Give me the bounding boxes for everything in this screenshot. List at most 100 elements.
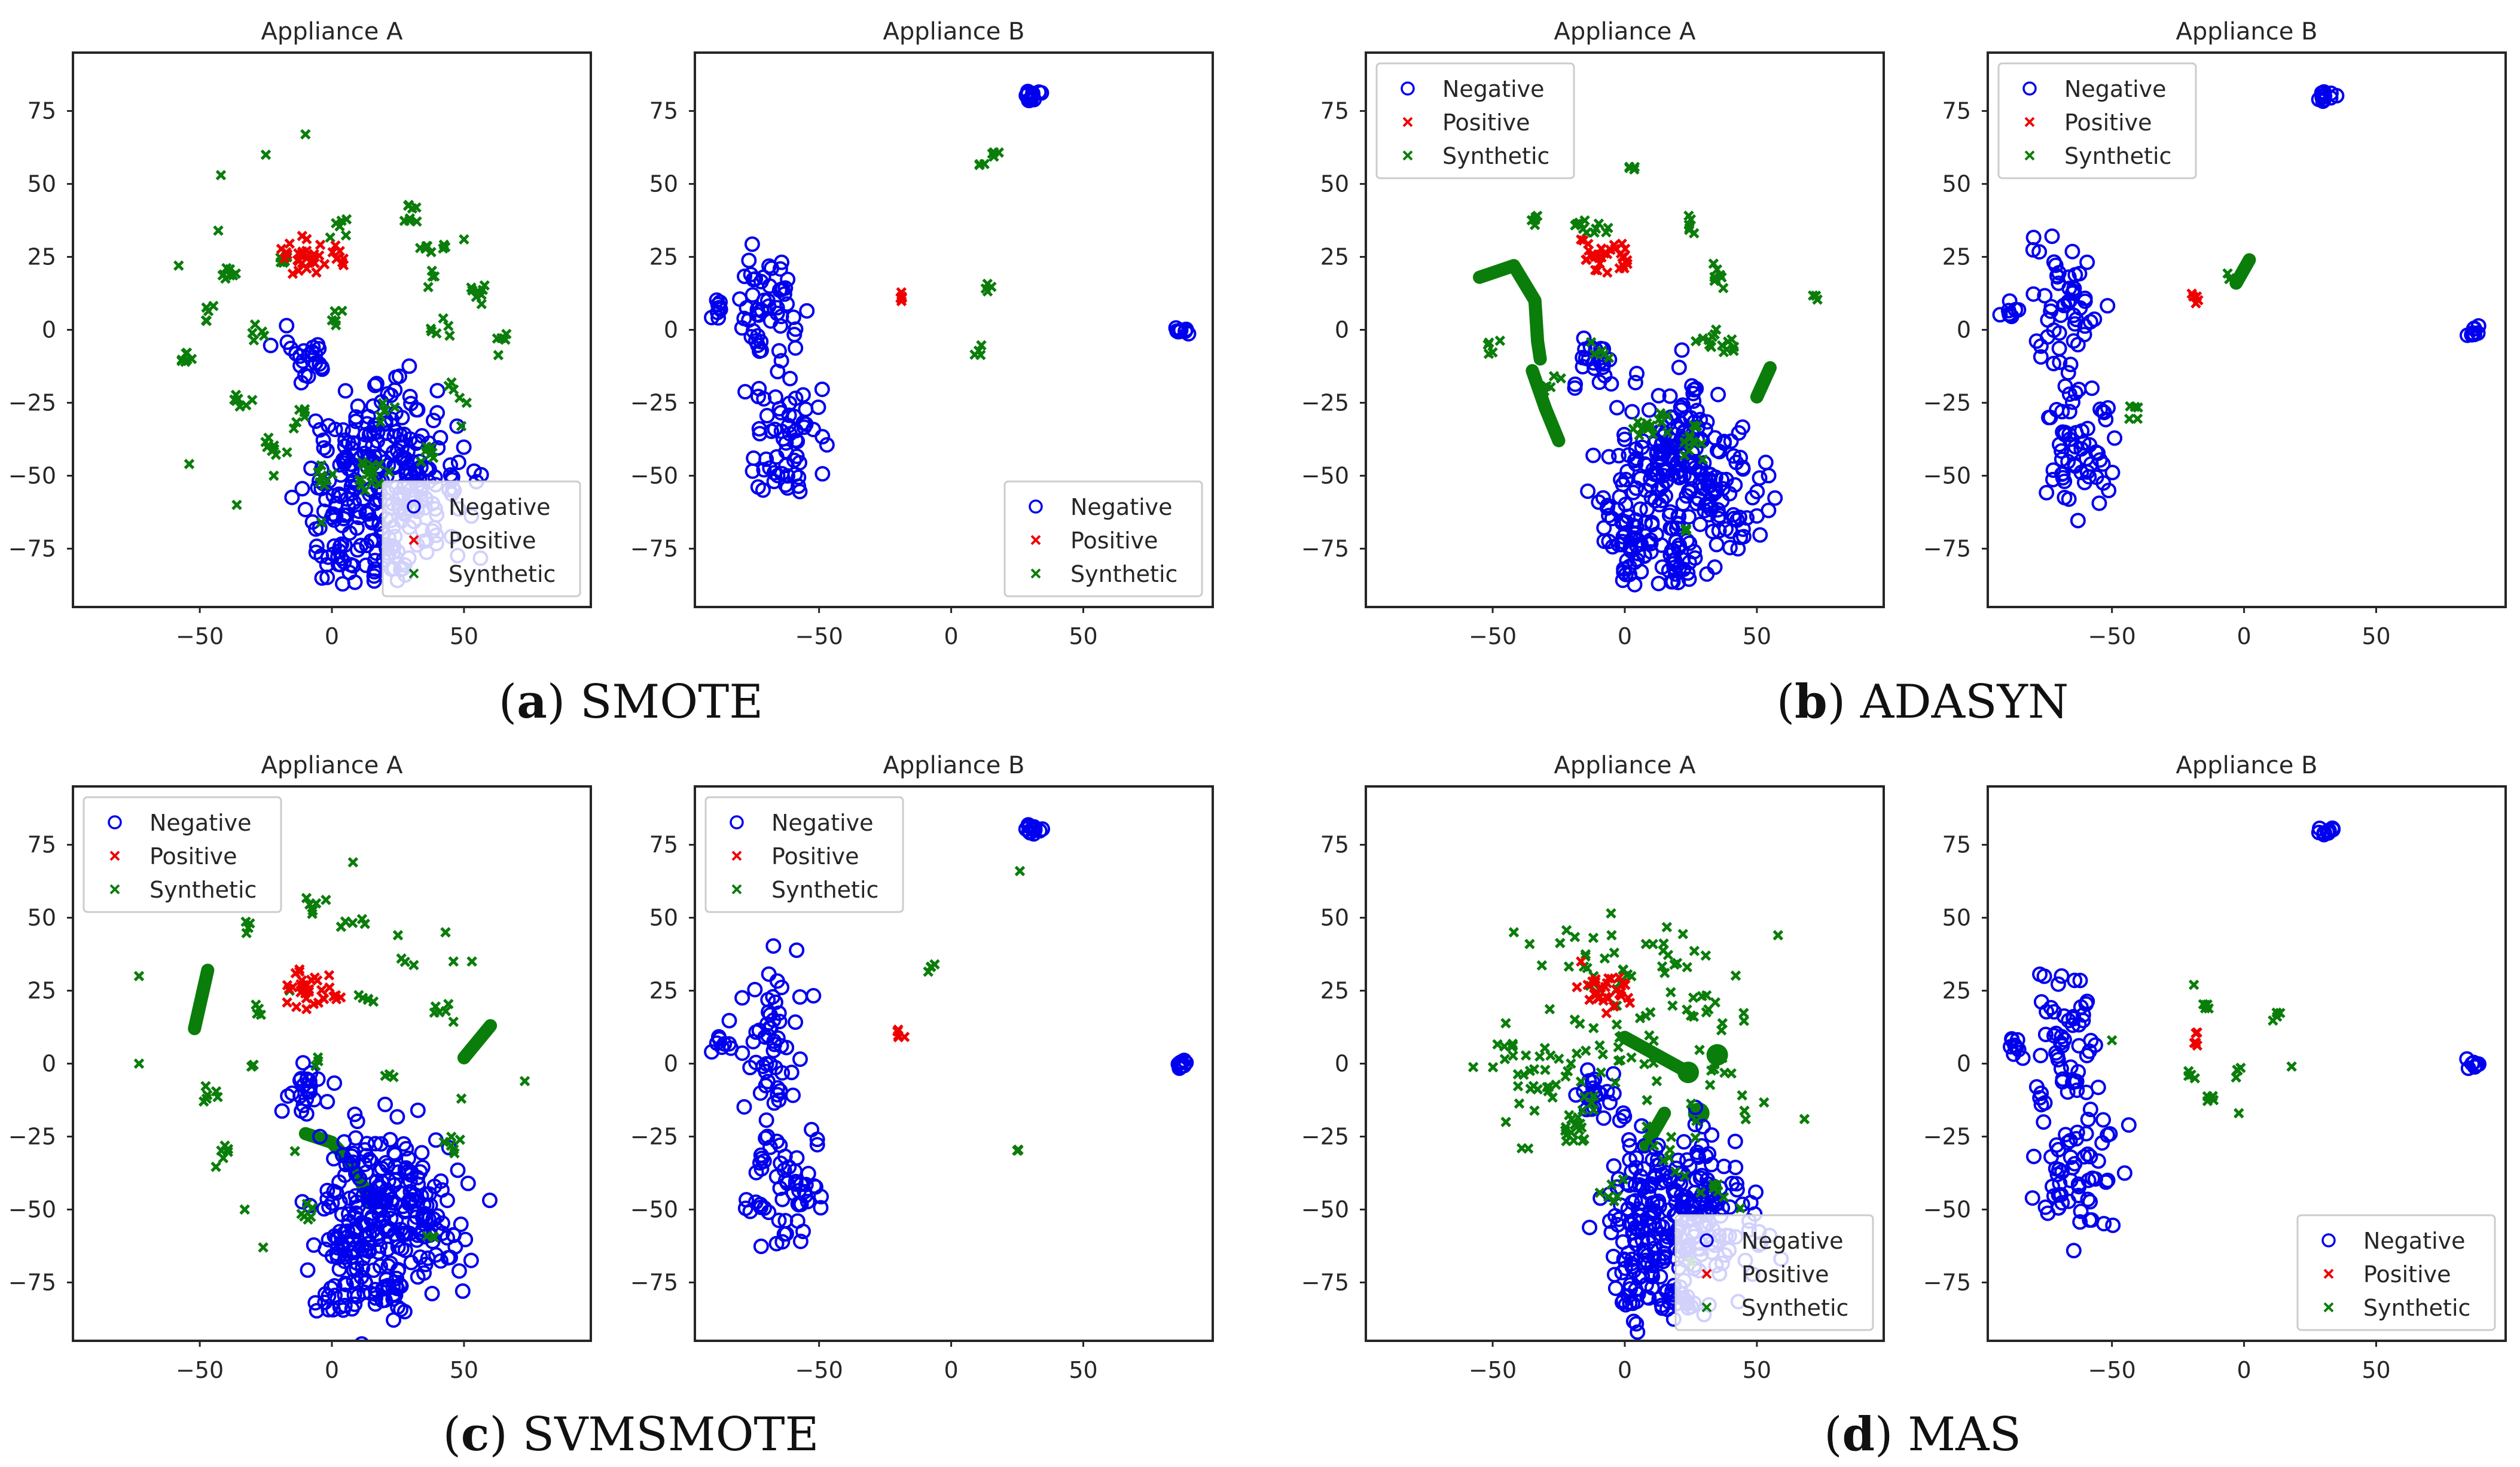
negative-point xyxy=(1647,493,1663,509)
negative-point xyxy=(766,465,782,481)
synthetic-point xyxy=(446,1131,457,1142)
synthetic-point xyxy=(1606,930,1617,941)
synthetic-point xyxy=(1662,427,1673,438)
negative-point xyxy=(813,1200,829,1216)
axes-frame xyxy=(1365,51,1885,608)
synthetic-point xyxy=(1640,938,1652,950)
negative-point xyxy=(307,413,324,429)
negative-point xyxy=(418,1210,434,1227)
synthetic-point xyxy=(316,460,327,471)
negative-point xyxy=(398,1140,414,1157)
synthetic-point xyxy=(1682,962,1693,973)
y-tick-label: 50 xyxy=(1942,905,1971,931)
negative-point xyxy=(1023,92,1039,108)
negative-point xyxy=(1671,359,1687,376)
negative-point xyxy=(315,432,331,449)
caption-a: (a) SMOTE xyxy=(499,675,763,729)
negative-point xyxy=(2096,404,2112,420)
synthetic-point xyxy=(1712,1179,1723,1190)
negative-point xyxy=(773,318,789,334)
synthetic-point xyxy=(353,990,364,1001)
negative-point xyxy=(709,292,725,308)
negative-point xyxy=(1674,342,1690,358)
legend: Negative Positive Synthetic xyxy=(1375,62,1575,179)
synthetic-point xyxy=(1540,1065,1551,1075)
synthetic-point xyxy=(1735,1203,1746,1214)
positive-point xyxy=(1601,249,1613,260)
negative-point xyxy=(1761,468,1777,484)
legend-marker-positive xyxy=(109,850,120,861)
negative-point xyxy=(1018,821,1034,837)
negative-point xyxy=(2054,1029,2070,1045)
negative-point xyxy=(2028,1079,2045,1095)
synthetic-point xyxy=(404,213,416,224)
synthetic-point xyxy=(1514,1098,1525,1109)
negative-point xyxy=(394,410,410,426)
negative-point xyxy=(389,1109,405,1125)
negative-point xyxy=(2092,401,2109,417)
negative-point xyxy=(1735,461,1751,477)
negative-point xyxy=(1170,324,1186,340)
negative-point xyxy=(2073,999,2089,1015)
negative-point xyxy=(367,1136,383,1152)
negative-point xyxy=(814,429,831,445)
negative-point xyxy=(2032,1090,2048,1106)
panel-title: Appliance B xyxy=(883,752,1025,779)
negative-point xyxy=(367,1296,383,1312)
synthetic-point xyxy=(1644,1030,1655,1041)
synthetic-line xyxy=(1750,361,1777,404)
negative-point xyxy=(463,1252,479,1268)
negative-point xyxy=(1609,399,1625,416)
axes-frame xyxy=(694,785,1214,1342)
legend-marker-positive xyxy=(1701,1268,1712,1279)
negative-point xyxy=(1652,1268,1668,1285)
negative-point xyxy=(2065,394,2081,410)
synthetic-point xyxy=(1500,1117,1511,1127)
legend-marker-positive xyxy=(731,850,742,861)
negative-point xyxy=(2033,338,2049,354)
caption-a-letter: a xyxy=(517,675,547,729)
synthetic-point xyxy=(377,398,389,408)
synthetic-point xyxy=(340,916,351,927)
plot-area xyxy=(1992,84,2487,529)
negative-point xyxy=(313,548,330,564)
negative-point xyxy=(2079,254,2095,270)
legend: Negative Positive Synthetic xyxy=(704,796,904,913)
synthetic-point xyxy=(1603,222,1613,233)
synthetic-point xyxy=(1708,258,1719,269)
negative-point xyxy=(1729,1176,1745,1192)
synthetic-point xyxy=(1649,1140,1659,1151)
legend-box xyxy=(1674,1214,1874,1331)
negative-point xyxy=(1692,516,1709,532)
negative-point xyxy=(324,510,340,526)
synthetic-point xyxy=(1548,371,1560,382)
negative-point xyxy=(756,1200,773,1216)
synthetic-point xyxy=(239,1204,250,1215)
y-tick-label: 75 xyxy=(1320,832,1349,858)
negative-point xyxy=(1625,1295,1641,1312)
synthetic-line xyxy=(457,1019,498,1065)
synthetic-point xyxy=(1656,417,1667,428)
negative-point xyxy=(2068,425,2084,441)
synthetic-point xyxy=(1677,929,1689,940)
synthetic-point xyxy=(2202,1091,2213,1102)
negative-point xyxy=(771,1005,787,1021)
negative-point xyxy=(327,1075,343,1091)
negative-point xyxy=(326,1151,342,1167)
synthetic-point xyxy=(1634,429,1645,441)
negative-point xyxy=(778,444,794,460)
synthetic-point xyxy=(1594,1040,1605,1051)
synthetic-point xyxy=(1012,1145,1024,1156)
synthetic-point xyxy=(288,423,300,434)
y-tick-label: −75 xyxy=(8,535,56,562)
negative-point xyxy=(1643,477,1659,493)
synthetic-point xyxy=(1613,1042,1624,1053)
synthetic-point xyxy=(1014,865,1026,877)
y-tick-label: −75 xyxy=(1923,535,1971,562)
synthetic-point xyxy=(260,149,271,160)
y-tick-label: 75 xyxy=(28,98,56,124)
synthetic-point xyxy=(1622,969,1633,980)
synthetic-point xyxy=(456,420,467,432)
caption-c-letter: c xyxy=(461,1407,490,1462)
negative-point xyxy=(2056,1008,2072,1024)
